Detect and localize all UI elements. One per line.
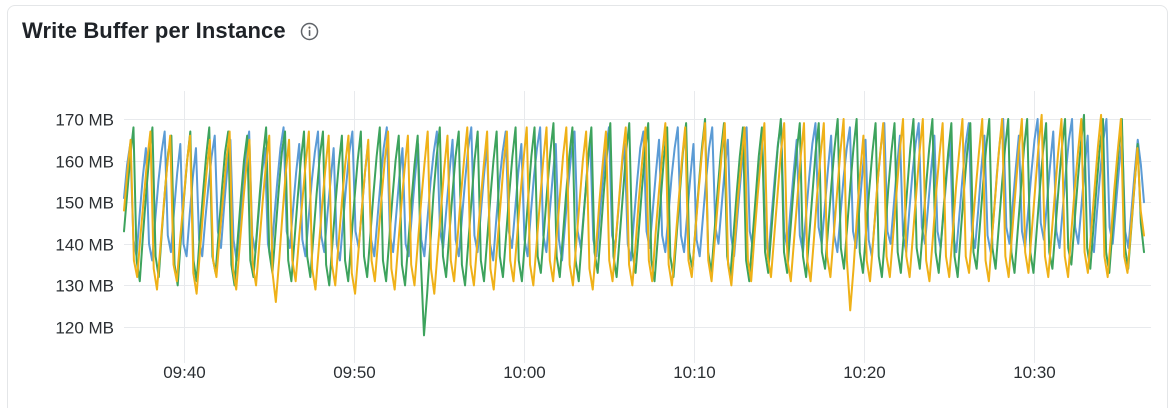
y-tick-label: 120 MB — [55, 319, 114, 338]
y-axis-tick-labels: 170 MB 160 MB 150 MB 140 MB 130 MB 120 MB — [55, 111, 114, 338]
y-tick-label: 170 MB — [55, 111, 114, 130]
y-tick-label: 130 MB — [55, 277, 114, 296]
data-series-group — [123, 113, 1145, 337]
horizontal-gridlines — [124, 119, 1151, 328]
x-tick-label: 10:30 — [1013, 363, 1056, 382]
x-tick-label: 10:00 — [503, 363, 546, 382]
metric-card: Write Buffer per Instance 170 MB 160 MB 15… — [7, 5, 1168, 408]
y-tick-label: 150 MB — [55, 194, 114, 213]
chart-area: 170 MB 160 MB 150 MB 140 MB 130 MB 120 MB 09:… — [8, 78, 1169, 408]
x-tick-label: 09:40 — [163, 363, 206, 382]
x-tick-label: 09:50 — [333, 363, 376, 382]
card-header: Write Buffer per Instance — [22, 18, 319, 44]
x-tick-label: 10:10 — [673, 363, 716, 382]
line-chart[interactable]: 170 MB 160 MB 150 MB 140 MB 130 MB 120 MB 09:… — [8, 78, 1169, 408]
page-title: Write Buffer per Instance — [22, 18, 286, 43]
y-tick-label: 160 MB — [55, 153, 114, 172]
series-line-instance-3 — [123, 113, 1145, 312]
x-axis-tick-labels: 09:40 09:50 10:00 10:10 10:20 10:30 — [163, 363, 1056, 382]
info-circle-icon[interactable] — [300, 22, 319, 41]
y-tick-label: 140 MB — [55, 236, 114, 255]
x-tick-label: 10:20 — [843, 363, 886, 382]
